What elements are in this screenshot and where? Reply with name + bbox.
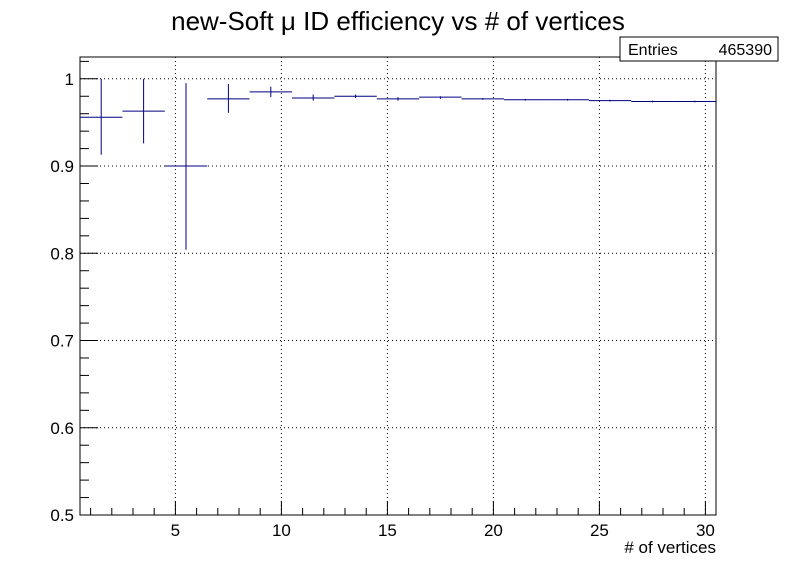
y-tick-label: 0.6	[50, 419, 74, 438]
stats-box-frame	[619, 36, 779, 62]
plot-frame	[79, 56, 717, 516]
data-point	[292, 94, 335, 101]
data-point	[588, 99, 632, 102]
data-point	[80, 78, 123, 155]
data-point	[164, 83, 208, 250]
data-point	[546, 98, 589, 101]
x-tick-label: 25	[590, 521, 609, 540]
data-point	[461, 98, 504, 100]
stats-box: Entries 465390	[619, 36, 779, 62]
data-point	[334, 94, 377, 99]
data-point	[419, 96, 462, 99]
x-tick-label: 30	[696, 521, 715, 540]
stats-entries-value: 465390	[719, 42, 772, 59]
chart-title: new-Soft μ ID efficiency vs # of vertice…	[171, 6, 625, 36]
data-point	[631, 100, 674, 103]
y-tick-label: 1	[65, 70, 74, 89]
series	[80, 78, 716, 250]
data-point	[249, 86, 292, 98]
grid	[80, 57, 716, 515]
x-axis-title: # of vertices	[624, 538, 716, 557]
y-tick-label: 0.7	[50, 332, 74, 351]
y-tick-label: 0.5	[50, 506, 74, 525]
y-axis: 0.5 0.6 0.7 0.8 0.9 1	[50, 60, 98, 525]
data-point	[122, 78, 165, 144]
x-axis: 5 10 15 20 25 30	[90, 501, 715, 540]
x-tick-label: 10	[272, 521, 291, 540]
x-tick-label: 15	[378, 521, 397, 540]
y-tick-label: 0.9	[50, 157, 74, 176]
data-point	[376, 97, 420, 101]
x-tick-label: 20	[484, 521, 503, 540]
data-point	[207, 84, 250, 113]
data-point	[504, 98, 547, 101]
data-point	[673, 100, 716, 103]
y-tick-label: 0.8	[50, 244, 74, 263]
stats-entries-label: Entries	[628, 42, 678, 59]
x-tick-label: 5	[171, 521, 180, 540]
